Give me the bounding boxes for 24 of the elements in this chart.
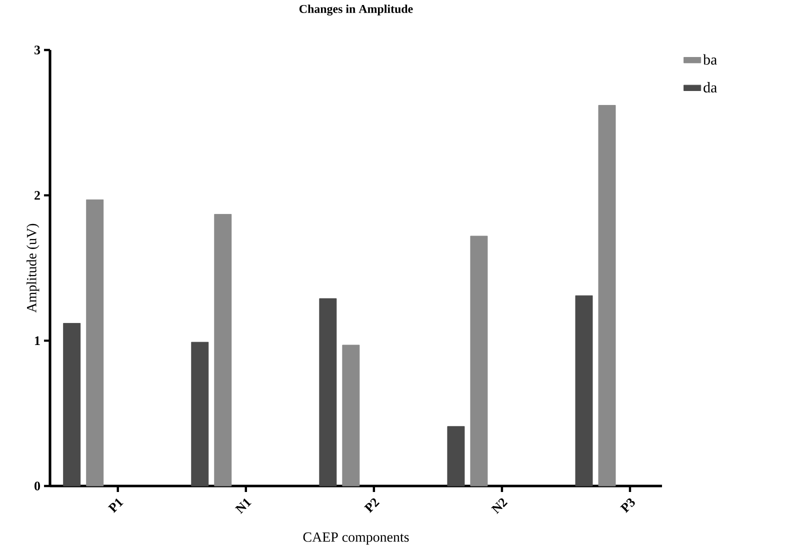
bar: [447, 426, 465, 486]
y-tick-label: 3: [34, 46, 40, 54]
bar: [470, 236, 488, 486]
bar: [86, 199, 104, 486]
y-tick-label: 2: [34, 191, 40, 200]
y-axis-title: Amplitude (uV): [26, 224, 40, 313]
chart-title: Changes in Amplitude: [299, 4, 413, 16]
x-tick-label: N2: [491, 498, 508, 514]
bar: [63, 322, 81, 486]
bar: [191, 342, 209, 486]
x-axis-title: CAEP components: [303, 532, 409, 545]
bar: [575, 295, 593, 486]
y-tick-label: 0: [34, 482, 40, 490]
x-tick-label: P1: [108, 498, 124, 513]
legend-label: ba: [703, 54, 717, 65]
legend-label: da: [704, 82, 717, 92]
y-tick-label: 1: [35, 336, 40, 345]
x-tick-label: P3: [620, 498, 635, 513]
x-tick-label: N1: [234, 498, 252, 514]
x-tick-label: P2: [364, 498, 380, 513]
bar: [214, 214, 232, 486]
bar: [598, 104, 616, 486]
bar: [319, 298, 337, 486]
bar: [342, 344, 360, 486]
